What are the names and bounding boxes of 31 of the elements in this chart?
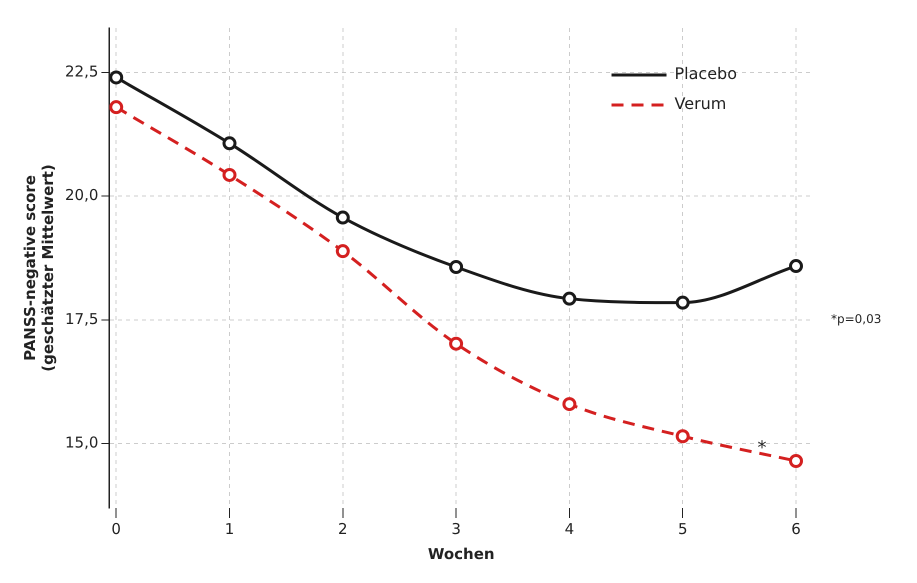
point <box>109 70 124 84</box>
x-tick-label: 1 <box>224 520 234 538</box>
y-axis-title: PANSS-negative score (geschätzter Mittelwert) <box>20 164 57 372</box>
point <box>562 397 576 412</box>
point <box>562 292 576 306</box>
y-tick-label: 22,5 <box>64 62 98 80</box>
point <box>676 429 690 444</box>
point <box>789 259 804 274</box>
x-tick-label: 4 <box>564 520 574 538</box>
point <box>222 136 236 150</box>
point <box>336 210 350 225</box>
point <box>676 296 690 310</box>
y-tick-label: 15,0 <box>64 434 98 452</box>
legend-label: Verum <box>674 94 726 114</box>
x-tick-label: 3 <box>451 520 461 538</box>
point <box>109 100 124 114</box>
y-tick-label: 17,5 <box>64 310 98 328</box>
annotation: * <box>758 437 767 458</box>
x-tick-label: 6 <box>791 520 801 538</box>
point <box>449 260 464 274</box>
point <box>449 336 464 351</box>
y-tick-label: 20,0 <box>64 186 98 204</box>
point <box>336 244 350 258</box>
x-axis-title: Wochen <box>428 544 495 563</box>
x-tick-label: 0 <box>111 520 121 538</box>
point <box>222 168 236 182</box>
legend-label: Placebo <box>674 64 737 84</box>
point <box>789 454 804 468</box>
x-tick-label: 5 <box>678 520 688 538</box>
x-tick-label: 2 <box>338 520 348 538</box>
text: *p=0,03 <box>831 312 882 326</box>
